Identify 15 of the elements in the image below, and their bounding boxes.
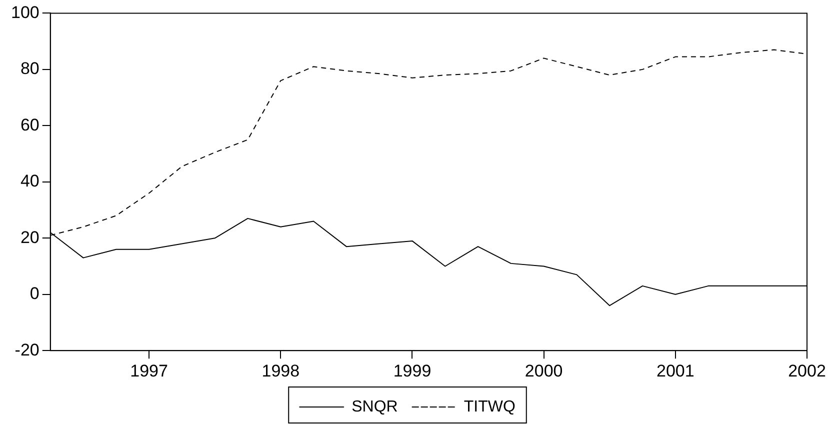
- x-tick-label: 2000: [524, 361, 563, 380]
- x-tick-label: 1999: [393, 361, 432, 380]
- legend-label: SNQR: [352, 398, 398, 416]
- y-tick-label: 80: [20, 59, 40, 78]
- x-tick-label: 1997: [130, 361, 168, 380]
- x-tick-label: 2001: [656, 361, 694, 380]
- y-tick-label: 100: [10, 2, 40, 22]
- y-tick-label: 0: [30, 284, 40, 304]
- y-tick-label: -20: [14, 340, 40, 360]
- y-tick-label: 20: [20, 228, 40, 247]
- x-tick-label: 1998: [262, 361, 300, 380]
- legend-label: TITWQ: [464, 398, 516, 416]
- y-tick-label: 60: [20, 115, 40, 134]
- x-tick-label: 2002: [788, 361, 826, 380]
- y-tick-label: 40: [20, 172, 40, 191]
